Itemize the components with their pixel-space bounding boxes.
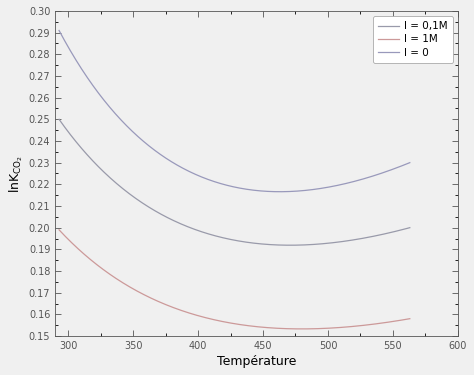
I = 1M bbox=[299, 327, 304, 331]
I = 1M bbox=[265, 326, 271, 330]
I = 1M bbox=[56, 228, 62, 232]
I = 0,1M bbox=[345, 238, 350, 243]
I = 0 bbox=[225, 183, 230, 188]
I = 0,1M bbox=[225, 237, 230, 241]
X-axis label: Température: Température bbox=[217, 355, 296, 368]
I = 0 bbox=[345, 181, 350, 185]
Line: I = 1M: I = 1M bbox=[59, 230, 410, 329]
I = 0 bbox=[223, 183, 228, 187]
I = 0,1M bbox=[223, 236, 228, 241]
I = 0 bbox=[277, 189, 283, 194]
I = 1M bbox=[399, 318, 405, 322]
I = 0 bbox=[407, 160, 413, 165]
Y-axis label: lnK$_{\mathrm{CO_2}}$: lnK$_{\mathrm{CO_2}}$ bbox=[7, 154, 25, 192]
I = 0,1M bbox=[399, 228, 405, 232]
I = 0 bbox=[56, 28, 62, 33]
I = 0,1M bbox=[246, 240, 252, 245]
Line: I = 0: I = 0 bbox=[59, 30, 410, 192]
I = 0 bbox=[265, 189, 271, 194]
Line: I = 0,1M: I = 0,1M bbox=[59, 119, 410, 245]
I = 0,1M bbox=[407, 225, 413, 230]
I = 1M bbox=[345, 325, 350, 329]
I = 1M bbox=[225, 320, 230, 325]
I = 1M bbox=[246, 324, 252, 328]
I = 1M bbox=[223, 320, 228, 324]
I = 0 bbox=[246, 188, 252, 192]
I = 0,1M bbox=[56, 117, 62, 122]
I = 0 bbox=[399, 164, 405, 168]
I = 0,1M bbox=[265, 242, 271, 247]
Legend: I = 0,1M, I = 1M, I = 0: I = 0,1M, I = 1M, I = 0 bbox=[373, 16, 453, 63]
I = 0,1M bbox=[287, 243, 293, 248]
I = 1M bbox=[407, 316, 413, 321]
